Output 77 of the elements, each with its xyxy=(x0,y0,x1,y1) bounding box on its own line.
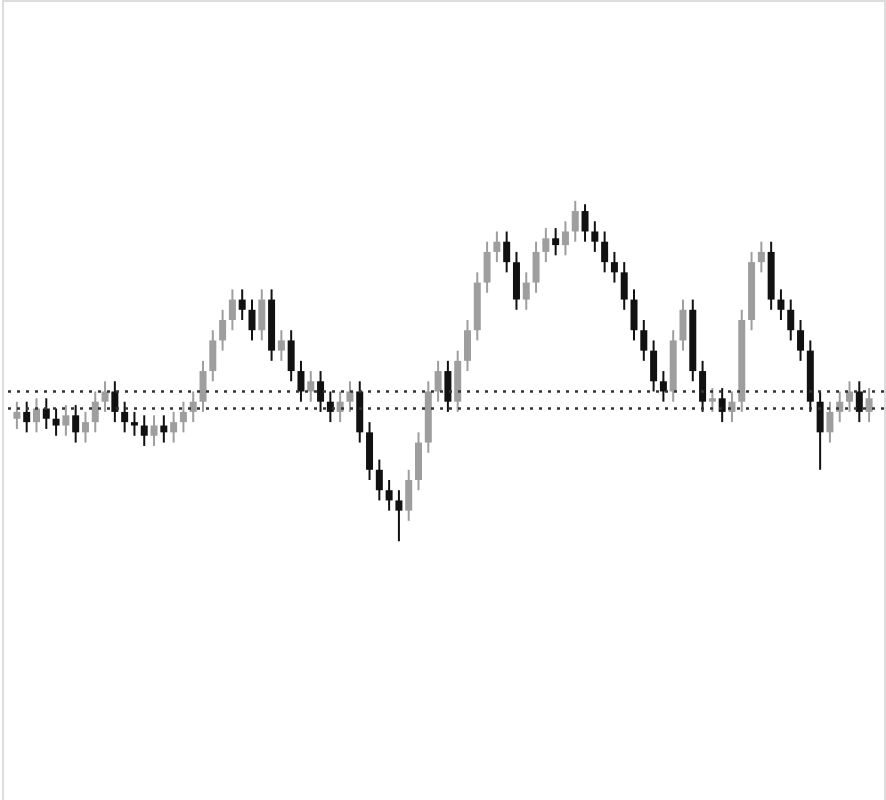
candlestick xyxy=(767,240,775,311)
candlestick xyxy=(228,288,236,332)
candlestick xyxy=(581,203,589,243)
candlestick xyxy=(473,271,481,342)
candlestick xyxy=(277,329,285,362)
candlestick xyxy=(258,288,266,342)
candlestick xyxy=(52,407,60,437)
candlestick xyxy=(718,387,726,424)
candlestick xyxy=(659,370,667,403)
candlestick xyxy=(640,319,648,362)
candlestick xyxy=(179,400,187,434)
candlestick xyxy=(170,410,178,444)
candlestick xyxy=(708,387,716,413)
candlestick xyxy=(238,288,246,321)
candlestick xyxy=(307,370,315,403)
candlestick xyxy=(140,414,148,447)
candlestick xyxy=(512,250,520,311)
candlestick xyxy=(219,308,227,352)
candlestick xyxy=(415,431,423,492)
candlestick xyxy=(326,390,334,424)
candlestick xyxy=(72,404,80,444)
candlestick xyxy=(434,359,442,403)
candlestick xyxy=(777,288,785,321)
candlestick xyxy=(463,319,471,373)
candlestick xyxy=(248,298,256,342)
candlestick xyxy=(346,380,354,413)
candlestick xyxy=(395,489,403,543)
candlestick xyxy=(846,380,854,413)
candlestick xyxy=(32,397,40,434)
candlestick xyxy=(601,230,609,274)
candlestick xyxy=(62,404,70,437)
candlestick xyxy=(23,400,31,434)
candlestick xyxy=(630,288,638,342)
candlestick xyxy=(650,339,658,393)
candlestick xyxy=(356,380,364,444)
candlestick xyxy=(101,380,109,413)
candlestick xyxy=(121,400,129,434)
candlestick xyxy=(787,298,795,342)
candlestick xyxy=(91,390,99,434)
candlestick xyxy=(375,458,383,502)
candlestick xyxy=(571,199,579,243)
candlestick xyxy=(503,230,511,274)
candlestick xyxy=(81,410,89,444)
candlestick xyxy=(42,397,50,430)
candlestick xyxy=(385,479,393,512)
candlestick xyxy=(444,359,452,413)
candlestick xyxy=(150,414,158,447)
candlestick xyxy=(826,400,834,444)
candlestick xyxy=(522,271,530,311)
candlestick xyxy=(561,220,569,257)
candlestick xyxy=(532,240,540,294)
candlestick xyxy=(189,390,197,424)
candlestick xyxy=(297,359,305,403)
candlestick xyxy=(483,240,491,294)
candlestick xyxy=(366,421,374,481)
candlestick xyxy=(699,359,707,413)
candlestick xyxy=(542,227,550,264)
candlestick xyxy=(454,349,462,413)
candlestick xyxy=(865,387,873,424)
candlestick xyxy=(405,468,413,522)
candlestick xyxy=(816,390,824,471)
candlestick xyxy=(620,261,628,311)
candlestick xyxy=(287,329,295,383)
candlestick xyxy=(610,250,618,284)
candlestick xyxy=(13,400,21,430)
candlestick xyxy=(199,359,207,413)
candlestick xyxy=(493,230,501,264)
candlestick xyxy=(130,410,138,437)
candlestick xyxy=(209,329,217,383)
candlestick xyxy=(679,298,687,352)
candlestick xyxy=(855,380,863,424)
candlestick xyxy=(757,240,765,274)
candlestick xyxy=(591,220,599,253)
candlestick xyxy=(317,370,325,413)
candlestick xyxy=(552,227,560,257)
candlestick xyxy=(797,319,805,362)
candlestick xyxy=(111,380,119,424)
